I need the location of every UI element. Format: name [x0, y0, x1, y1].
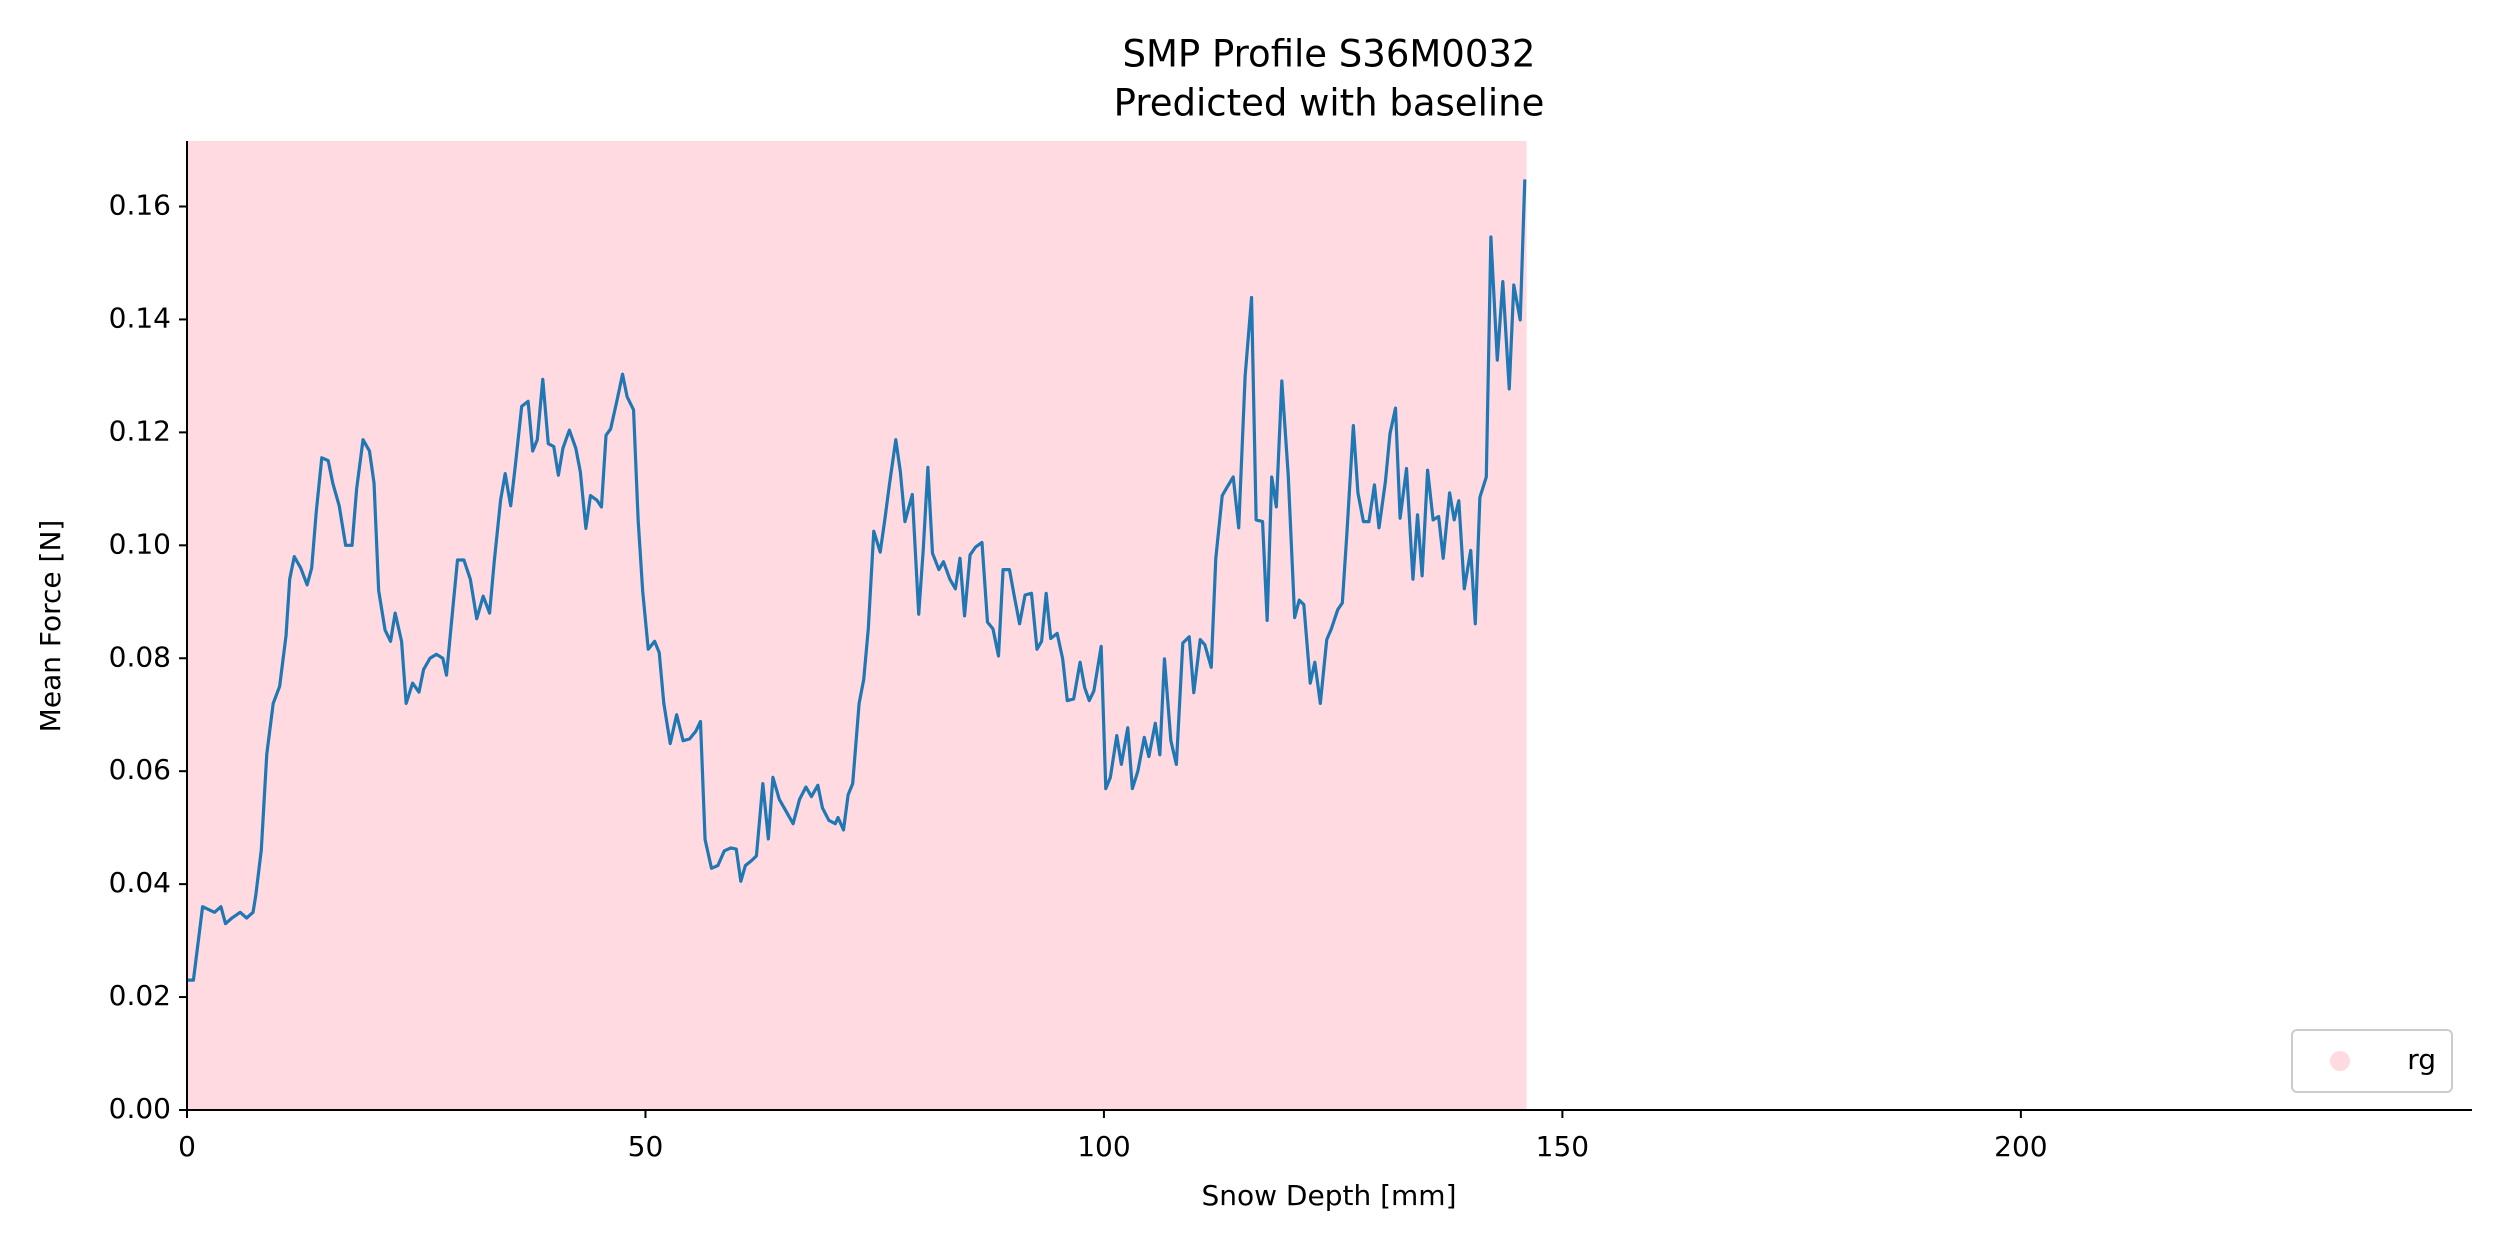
y-tick-label: 0.04 [109, 866, 171, 899]
y-tick-label: 0.02 [109, 979, 171, 1012]
y-axis-label: Mean Force [N] [34, 520, 67, 733]
legend-marker [2330, 1051, 2350, 1071]
x-tick-label: 0 [178, 1130, 196, 1163]
y-tick-label: 0.08 [109, 640, 171, 673]
y-tick-label: 0.00 [109, 1092, 171, 1125]
shaded-region [187, 141, 1527, 1110]
x-axis-label: Snow Depth [mm] [1201, 1179, 1456, 1212]
chart-subtitle: Predicted with baseline [1114, 82, 1545, 125]
y-tick-label: 0.10 [109, 527, 171, 560]
x-tick-label: 200 [1994, 1130, 2047, 1163]
legend-box [2291, 1029, 2453, 1093]
y-tick-label: 0.16 [109, 189, 171, 222]
y-tick-label: 0.06 [109, 753, 171, 786]
x-tick-label: 100 [1077, 1130, 1130, 1163]
chart-title: SMP Profile S36M0032 [1123, 33, 1536, 76]
legend-label: rg [2407, 1043, 2436, 1076]
y-tick-label: 0.14 [109, 301, 171, 334]
y-tick-label: 0.12 [109, 414, 171, 447]
x-tick-label: 150 [1536, 1130, 1589, 1163]
data-line [187, 179, 1527, 982]
x-tick-label: 50 [628, 1130, 664, 1163]
